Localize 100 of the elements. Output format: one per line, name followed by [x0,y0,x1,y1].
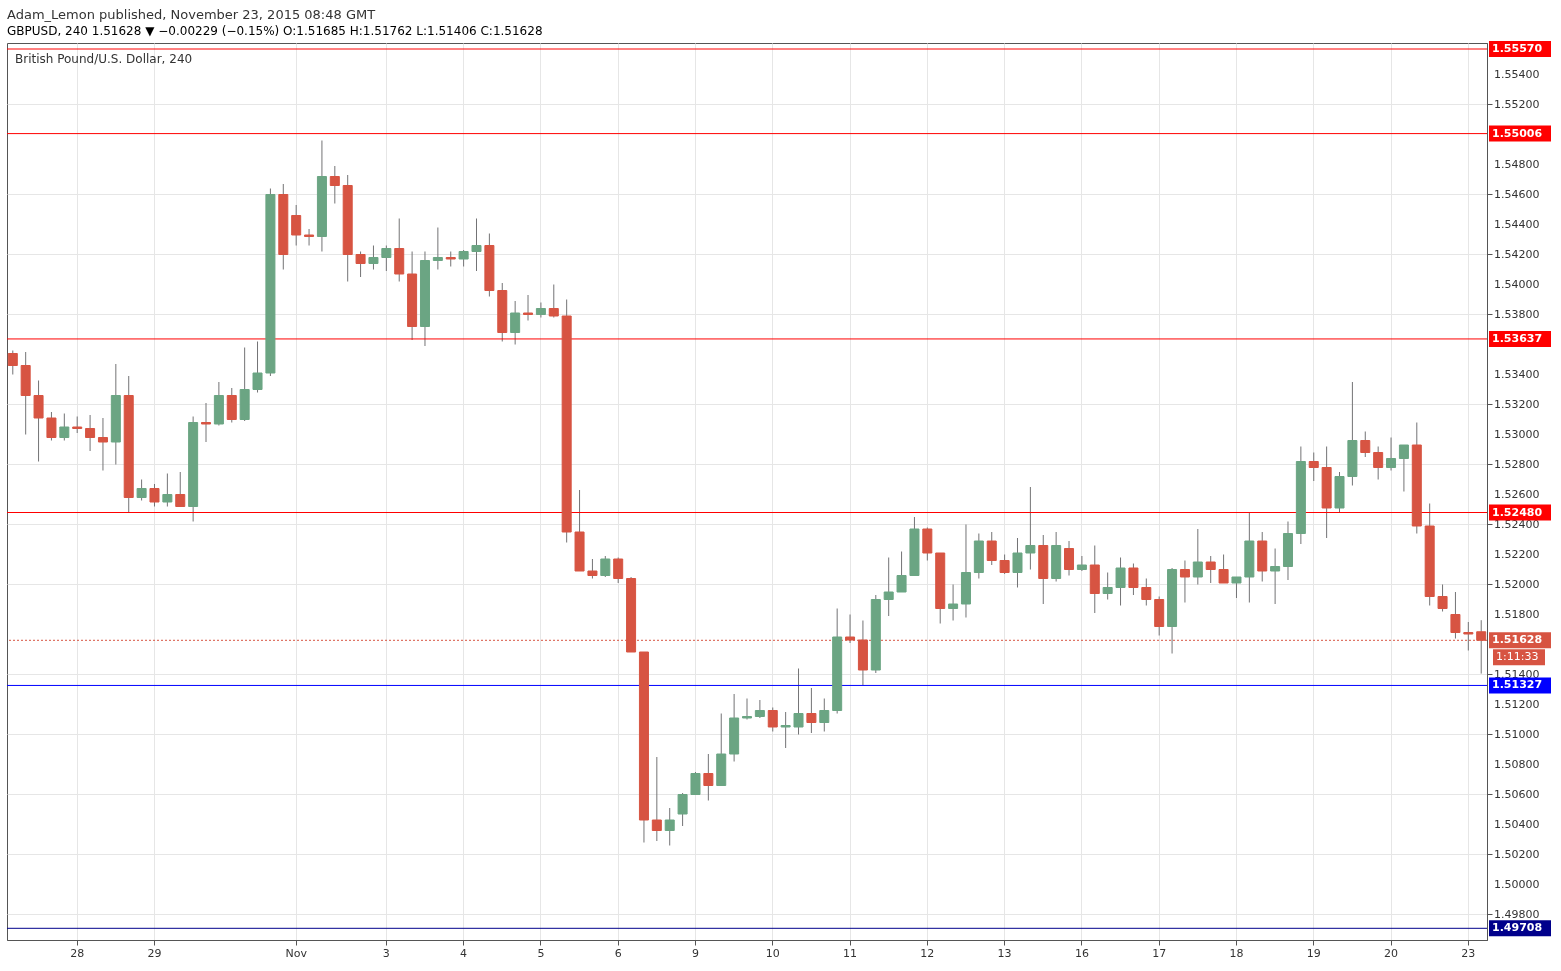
candlestick [922,527,933,561]
candlestick [1373,446,1384,480]
candlestick [664,807,675,846]
y-tick-label: 1.53200 [1494,397,1540,411]
candlestick [948,584,959,621]
candlestick [1205,555,1216,584]
ref-line-label: 1.55570 [1492,42,1543,55]
candlestick [1218,554,1229,584]
candlestick [986,531,997,566]
y-tick-label: 1.54000 [1494,277,1540,291]
y-tick-label: 1.51000 [1494,727,1540,741]
x-tick-label: 20 [1384,946,1399,960]
x-tick-label: 11 [843,946,858,960]
candlestick [741,698,753,720]
y-tick-label: 1.50000 [1494,877,1540,891]
candlestick [97,417,108,471]
candlestick [1308,452,1319,482]
candlestick [1012,537,1023,588]
y-tick-label: 1.53800 [1494,307,1540,321]
x-tick-label: 10 [765,946,780,960]
candlestick [600,555,611,578]
candlestick [1115,557,1126,606]
candlestick [1179,560,1190,603]
x-tick-label: 17 [1152,946,1167,960]
y-tick-label: 1.51200 [1494,697,1540,711]
y-tick-label: 1.55400 [1494,67,1540,81]
candlestick [149,483,160,507]
candlestick [1398,444,1409,492]
y-tick-label: 1.53000 [1494,427,1540,441]
x-tick-label: 12 [920,946,935,960]
candlestick [355,251,366,278]
candlestick [85,414,96,452]
ref-line-label: 1.51628 [1492,633,1543,647]
y-tick-label: 1.50200 [1494,847,1540,861]
x-tick-label: 3 [382,946,390,960]
ref-line-label: 1.52480 [1492,505,1543,519]
candlestick [1141,578,1152,606]
candlestick [381,245,392,272]
candlestick [651,756,662,842]
candlestick [291,204,302,246]
y-tick-label: 1.54400 [1494,217,1540,231]
candlestick [1231,576,1242,599]
y-tick-label: 1.51400 [1494,667,1540,681]
candlestick [819,698,830,732]
candlestick [1128,563,1139,596]
y-tick-label: 1.55200 [1494,97,1540,111]
candlestick [523,294,534,321]
y-tick-label: 1.52200 [1494,547,1540,561]
candlestick [1270,548,1281,605]
candlestick [845,614,856,644]
x-tick-label: 16 [1074,946,1089,960]
candlestick [677,792,688,827]
x-tick-label: Nov [285,946,308,960]
x-tick-label: 4 [460,946,468,960]
candlestick [252,341,263,393]
text: 1:11:33 [1496,650,1539,664]
candlestick [793,668,804,735]
candlestick [1192,528,1203,585]
y-tick-label: 1.52000 [1494,577,1540,591]
candlestick [548,284,559,318]
candlestick [1102,572,1113,600]
x-tick-label: 18 [1229,946,1244,960]
annotation: British Pound/U.S. Dollar, 240 [15,52,193,66]
ref-line-label: 1.49708 [1492,921,1543,935]
x-tick-label: 6 [614,946,622,960]
candlestick [780,711,791,749]
x-tick-label: 23 [1461,946,1476,960]
y-tick-label: 1.50800 [1494,757,1540,771]
y-tick-label: 1.52800 [1494,457,1540,471]
x-tick-label: 5 [537,946,545,960]
y-tick-label: 1.52400 [1494,517,1540,531]
candlestick [1064,540,1075,576]
candlestick [329,165,340,204]
candlestick [587,558,598,579]
candlestick [883,557,894,617]
y-tick-label: 1.50600 [1494,787,1540,801]
candlestick [368,245,379,270]
candlestick [1437,584,1448,612]
x-tick-label: 29 [147,946,162,960]
candlestick [767,707,778,732]
y-tick-label: 1.54200 [1494,247,1540,261]
candlestick [432,227,443,270]
candlestick [1450,591,1461,639]
candlestick [754,699,765,719]
candlestick [690,771,701,795]
candlestick [162,473,173,507]
candlestick [33,380,44,462]
candlestick [304,228,315,246]
candlestick [175,471,186,507]
chart-subtitle: GBPUSD, 240 1.51628 ▼ −0.00229 (−0.15%) O:1.51685 H:1.51762 L:1.51406 C:1.51628 [7,24,543,38]
x-tick-label: 13 [997,946,1012,960]
x-tick-label: 28 [70,946,85,960]
y-tick-label: 1.50400 [1494,817,1540,831]
y-tick-label: 1.54800 [1494,157,1540,171]
candlestick [1386,437,1397,471]
y-tick-label: 1.52600 [1494,487,1540,501]
y-tick-label: 1.51800 [1494,607,1540,621]
chart-title: Adam_Lemon published, November 23, 2015 08:48 GMT [7,7,376,22]
ref-line-label: 1.51327 [1492,678,1543,692]
candlestick [1360,431,1371,458]
